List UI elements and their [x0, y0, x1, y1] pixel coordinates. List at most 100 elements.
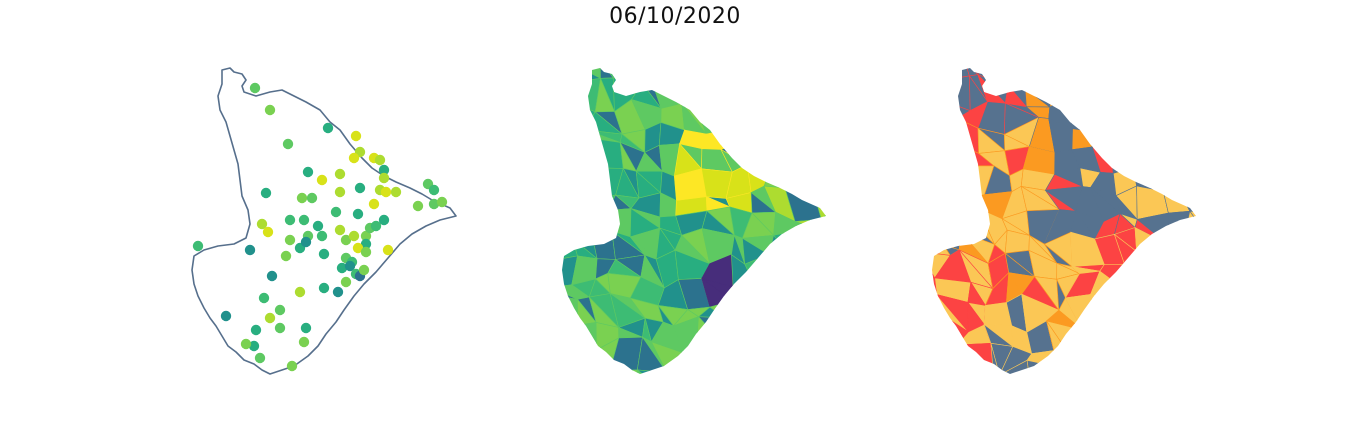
- municipality-region: [562, 81, 580, 100]
- municipality-region: [1136, 277, 1171, 307]
- municipality-region: [1156, 131, 1193, 154]
- choropleth-map: [562, 68, 826, 374]
- municipality-region: [574, 190, 602, 210]
- municipality-region: [785, 117, 818, 144]
- municipality-region: [679, 68, 711, 82]
- municipality-region: [796, 299, 820, 320]
- municipality-point: [286, 360, 298, 372]
- municipality-region: [766, 321, 788, 350]
- municipality-region: [806, 117, 826, 153]
- municipality-region: [1124, 294, 1147, 327]
- municipality-point: [318, 282, 330, 294]
- municipality-region: [1156, 146, 1193, 178]
- municipality-region: [942, 231, 962, 251]
- municipality-region: [794, 221, 817, 231]
- municipality-point: [332, 286, 344, 298]
- municipality-region: [1161, 68, 1178, 90]
- municipality-region: [1115, 282, 1138, 306]
- municipality-region: [718, 337, 752, 367]
- municipality-region: [718, 317, 754, 353]
- municipality-point: [294, 286, 306, 298]
- municipality-region: [751, 68, 767, 75]
- municipality-region: [816, 305, 826, 322]
- municipality-point: [334, 168, 346, 180]
- municipality-region: [1026, 68, 1052, 90]
- municipality-region: [562, 190, 576, 218]
- municipality-point: [378, 214, 390, 226]
- municipality-region: [1110, 105, 1144, 127]
- municipality-region: [1122, 372, 1147, 374]
- municipality-point: [274, 304, 286, 316]
- municipality-region: [786, 338, 820, 374]
- municipality-region: [1071, 128, 1093, 151]
- municipality-region: [768, 120, 787, 145]
- municipality-region: [947, 364, 965, 374]
- municipality-region: [1136, 278, 1171, 307]
- municipality-region: [599, 68, 614, 79]
- municipality-region: [932, 101, 950, 135]
- municipality-point: [284, 214, 296, 226]
- municipality-region: [571, 129, 600, 140]
- municipality-region: [1176, 88, 1196, 105]
- municipality-point: [354, 182, 366, 194]
- category-map: [932, 68, 1196, 374]
- municipality-region: [1136, 250, 1156, 280]
- municipality-region: [932, 78, 949, 103]
- municipality-region: [641, 68, 653, 84]
- state-outline: [191, 67, 457, 375]
- municipality-point: [256, 218, 268, 230]
- municipality-region: [764, 73, 796, 110]
- municipality-point: [240, 338, 252, 350]
- municipality-region: [768, 364, 788, 374]
- municipality-region: [1120, 338, 1136, 374]
- municipality-region: [809, 318, 826, 356]
- municipality-region: [738, 143, 774, 165]
- municipality-point: [428, 198, 440, 210]
- municipality-region: [805, 78, 826, 102]
- municipality-region: [1166, 347, 1187, 372]
- municipality-region: [1120, 321, 1147, 347]
- municipality-region: [1042, 68, 1083, 84]
- municipality-region: [1075, 367, 1103, 374]
- municipality-region: [820, 205, 826, 236]
- municipality-region: [811, 256, 826, 288]
- municipality-region: [805, 143, 826, 177]
- municipality-point: [266, 270, 278, 282]
- municipality-region: [786, 318, 821, 345]
- municipality-region: [773, 230, 799, 265]
- municipality-region: [1140, 103, 1167, 133]
- municipality-region: [683, 359, 712, 374]
- municipality-region: [932, 155, 944, 175]
- municipality-region: [808, 365, 826, 374]
- municipality-region: [1097, 338, 1123, 374]
- municipality-region: [1153, 292, 1190, 324]
- municipality-region: [937, 117, 959, 155]
- municipality-region: [1101, 371, 1124, 374]
- municipality-region: [1185, 366, 1196, 374]
- municipality-point: [300, 322, 312, 334]
- municipality-region: [752, 73, 778, 104]
- municipality-region: [1175, 102, 1196, 129]
- municipality-region: [1153, 316, 1190, 349]
- municipality-point: [192, 240, 204, 252]
- municipality-region: [1156, 176, 1181, 194]
- municipality-region: [681, 102, 707, 135]
- municipality-region: [789, 80, 821, 110]
- municipality-region: [744, 100, 778, 121]
- municipality-region: [938, 367, 963, 374]
- municipality-region: [1175, 127, 1196, 152]
- municipality-point: [370, 220, 382, 232]
- municipality-region: [937, 144, 967, 175]
- municipality-point: [298, 214, 310, 226]
- municipality-region: [1110, 81, 1142, 112]
- municipality-region: [723, 100, 748, 135]
- municipality-region: [1184, 228, 1196, 253]
- municipality-region: [1176, 74, 1196, 104]
- municipality-region: [562, 81, 566, 99]
- municipality-region: [932, 127, 949, 155]
- municipality-point: [262, 226, 274, 238]
- municipality-region: [1177, 251, 1196, 274]
- municipality-region: [578, 138, 600, 169]
- municipality-region: [1156, 177, 1181, 194]
- municipality-region: [942, 213, 964, 246]
